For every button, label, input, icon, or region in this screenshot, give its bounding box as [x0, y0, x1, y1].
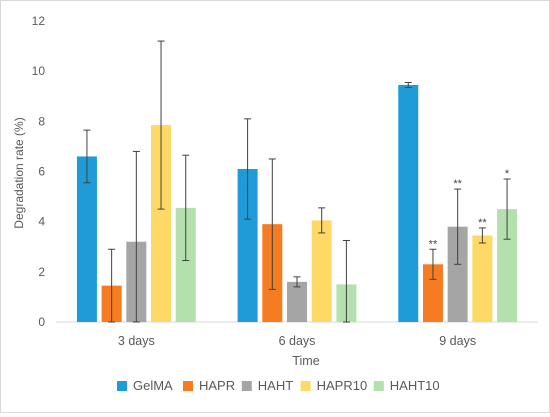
- y-tick-label: 4: [38, 215, 45, 229]
- y-axis-label: Degradation rate (%): [12, 117, 26, 228]
- bar-haht10: [497, 209, 518, 322]
- x-tick-label: 9 days: [439, 334, 476, 348]
- bar-gelma: [237, 168, 258, 322]
- legend: GelMA HAPR HAHT HAPR10 HAHT10: [117, 378, 440, 393]
- y-tick-label: 10: [32, 64, 46, 78]
- significance-mark: *: [505, 168, 510, 180]
- legend-label: HAPR10: [317, 378, 368, 393]
- bars: [76, 84, 518, 323]
- legend-swatch-hapr10: [300, 381, 311, 391]
- bar-haht: [287, 281, 307, 322]
- significance-mark: **: [429, 238, 438, 250]
- bar-haht10: [175, 207, 196, 322]
- bar-haht: [447, 226, 468, 322]
- legend-label: HAHT10: [390, 378, 440, 393]
- legend-swatch-haht10: [373, 381, 384, 391]
- legend-label: HAHT: [258, 378, 293, 393]
- significance-mark: **: [478, 217, 487, 229]
- bar-gelma: [398, 84, 419, 323]
- bar-hapr10: [151, 125, 172, 323]
- y-tick-label: 12: [32, 14, 46, 28]
- significance-annotations: *******: [429, 168, 510, 250]
- significance-mark: **: [453, 178, 462, 190]
- bar-hapr10: [472, 235, 493, 322]
- bar-hapr: [422, 264, 443, 322]
- x-tick-label: 6 days: [279, 334, 316, 348]
- bar-gelma: [76, 156, 97, 322]
- legend-swatch-haht: [241, 381, 252, 391]
- error-bars: [83, 40, 511, 323]
- legend-label: HAPR: [199, 378, 235, 393]
- x-tick-label: 3 days: [118, 334, 155, 348]
- legend-swatch-gelma: [117, 381, 127, 391]
- y-tick-label: 6: [38, 165, 45, 179]
- y-tick-label: 0: [38, 315, 45, 329]
- y-tick-label: 2: [38, 265, 45, 279]
- x-axis-label: Time: [292, 354, 319, 368]
- legend-label: GelMA: [133, 378, 173, 393]
- bar-hapr10: [311, 220, 332, 322]
- y-tick-label: 8: [38, 114, 45, 128]
- legend-swatch-hapr: [183, 381, 193, 391]
